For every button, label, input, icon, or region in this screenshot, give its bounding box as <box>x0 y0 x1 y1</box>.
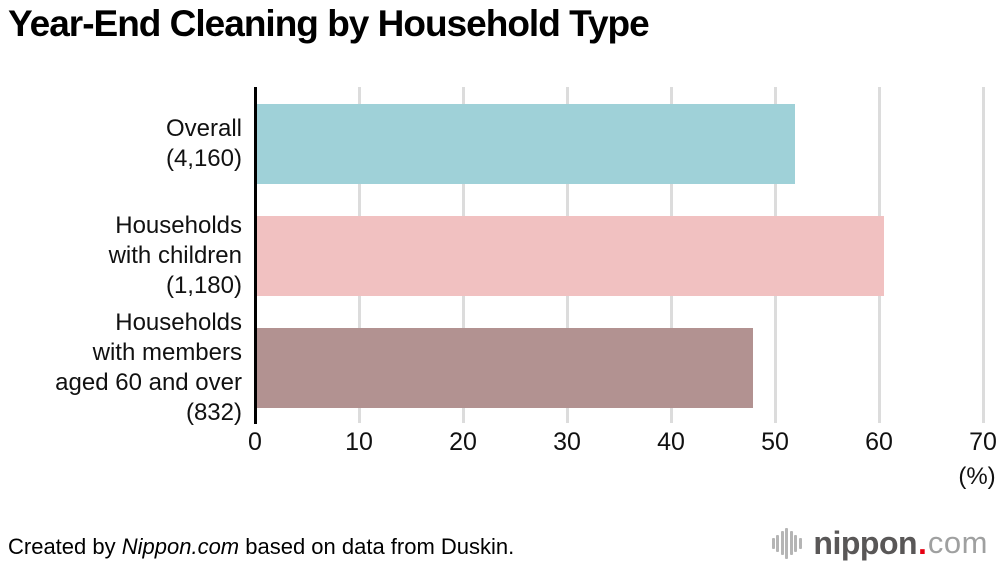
logo-name: nippon <box>813 524 918 561</box>
credit-prefix: Created by <box>8 534 122 559</box>
category-label-1: Households with children (1,180) <box>108 212 242 299</box>
y-axis-line <box>254 87 257 424</box>
x-tick-10: 10 <box>345 428 373 456</box>
waveform-bar <box>780 531 784 555</box>
waveform-bar <box>794 534 798 552</box>
category-label-0: Overall (4,160) <box>165 115 242 172</box>
waveform-bar <box>771 537 775 549</box>
x-tick-40: 40 <box>657 428 685 456</box>
x-tick-70: 70 <box>969 428 997 456</box>
gridline-70 <box>981 87 985 423</box>
plot-area: (%) 0 10 20 30 40 50 60 70 Overall (4,160) Househo… <box>55 87 997 490</box>
x-tick-30: 30 <box>553 428 581 456</box>
waveform-bar <box>785 527 789 559</box>
bar-2 <box>257 328 753 408</box>
credit-source: Nippon.com <box>121 534 240 559</box>
waveform-icon <box>771 523 804 563</box>
nippon-logo: nippon . com <box>771 522 988 564</box>
chart-title: Year-End Cleaning by Household Type <box>8 3 650 44</box>
x-tick-50: 50 <box>761 428 789 456</box>
x-tick-0: 0 <box>248 428 262 456</box>
bar-1 <box>257 216 884 296</box>
logo-tld: com <box>927 525 988 560</box>
waveform-bar <box>789 531 793 555</box>
category-label-2: Households with members aged 60 and over (8… <box>55 309 242 426</box>
logo-dot: . <box>918 524 927 561</box>
credit-text: Created by Nippon.com based on data from… <box>8 534 514 560</box>
waveform-bar <box>798 537 802 549</box>
x-axis-unit-label: (%) <box>958 463 996 490</box>
waveform-bar <box>776 534 780 552</box>
credit-suffix: based on data from Duskin. <box>239 534 515 559</box>
x-tick-20: 20 <box>449 428 477 456</box>
bar-0 <box>257 104 795 184</box>
x-tick-60: 60 <box>865 428 893 456</box>
